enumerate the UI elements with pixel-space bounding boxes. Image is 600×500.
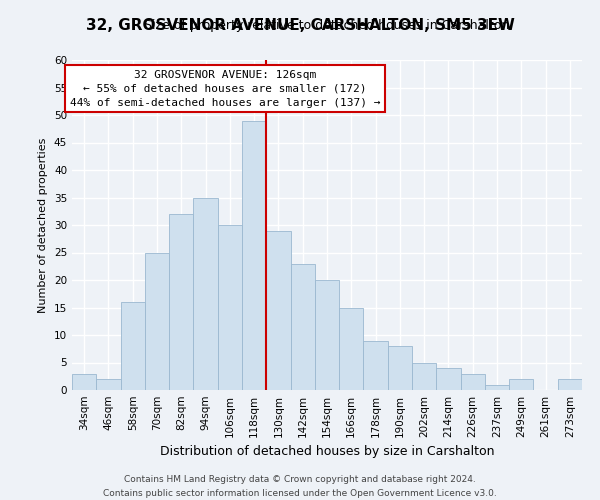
Text: 32 GROSVENOR AVENUE: 126sqm
← 55% of detached houses are smaller (172)
44% of se: 32 GROSVENOR AVENUE: 126sqm ← 55% of det… — [70, 70, 380, 108]
Bar — [242, 120, 266, 390]
Bar — [461, 374, 485, 390]
Title: Size of property relative to detached houses in Carshalton: Size of property relative to detached ho… — [145, 20, 509, 32]
Bar — [290, 264, 315, 390]
Bar — [315, 280, 339, 390]
Y-axis label: Number of detached properties: Number of detached properties — [38, 138, 49, 312]
Bar — [169, 214, 193, 390]
Bar — [558, 379, 582, 390]
Bar — [145, 252, 169, 390]
X-axis label: Distribution of detached houses by size in Carshalton: Distribution of detached houses by size … — [160, 446, 494, 458]
Bar — [121, 302, 145, 390]
Text: Contains HM Land Registry data © Crown copyright and database right 2024.
Contai: Contains HM Land Registry data © Crown c… — [103, 476, 497, 498]
Bar — [388, 346, 412, 390]
Bar — [364, 340, 388, 390]
Bar — [509, 379, 533, 390]
Text: 32, GROSVENOR AVENUE, CARSHALTON, SM5 3EW: 32, GROSVENOR AVENUE, CARSHALTON, SM5 3E… — [86, 18, 514, 32]
Bar — [412, 362, 436, 390]
Bar — [266, 230, 290, 390]
Bar — [218, 225, 242, 390]
Bar — [485, 384, 509, 390]
Bar — [436, 368, 461, 390]
Bar — [193, 198, 218, 390]
Bar — [339, 308, 364, 390]
Bar — [72, 374, 96, 390]
Bar — [96, 379, 121, 390]
